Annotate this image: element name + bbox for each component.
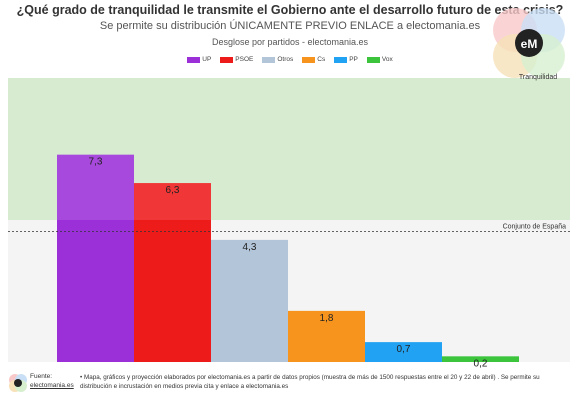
legend-item-cs: Cs xyxy=(302,56,325,63)
reference-label: Conjunto de España xyxy=(503,223,567,230)
legend-swatch xyxy=(262,56,276,63)
electomania-footer-icon xyxy=(9,374,27,392)
legend-swatch xyxy=(187,56,201,63)
logo-badge xyxy=(515,29,543,57)
legend-label: Cs xyxy=(317,56,326,63)
logo-label: Tranquilidad xyxy=(518,74,558,81)
legend-swatch xyxy=(366,56,380,63)
legend-label: PSOE xyxy=(235,56,254,63)
data-label-cs: 1,8 xyxy=(320,313,334,324)
legend-swatch xyxy=(220,56,234,63)
bar-cs xyxy=(288,310,365,362)
chart-legend: UP PSOE Otros Cs PP Vox xyxy=(0,56,580,63)
bar-psoe xyxy=(134,183,211,362)
data-label-vox: 0,2 xyxy=(474,358,488,369)
legend-swatch xyxy=(302,56,316,63)
electomania-logo: eM xyxy=(493,8,565,78)
legend-item-vox: Vox xyxy=(366,56,393,63)
data-label-pp: 0,7 xyxy=(397,344,411,355)
breakdown-caption: Desglose por partidos - electomania.es xyxy=(211,37,369,47)
footnote: • Mapa, gráficos y proyección elaborados… xyxy=(80,374,540,390)
chart-title: ¿Qué grado de tranquilidad le transmite … xyxy=(16,3,564,17)
legend-swatch xyxy=(334,56,348,63)
data-label-otros: 4,3 xyxy=(243,242,257,253)
bar-band-overlay xyxy=(57,154,134,220)
chart-subtitle: Se permite su distribución ÚNICAMENTE PR… xyxy=(99,20,481,32)
legend-item-psoe: PSOE xyxy=(220,56,253,63)
source-link[interactable]: electomania.es xyxy=(30,382,74,389)
legend-label: UP xyxy=(202,56,212,63)
legend-item-up: UP xyxy=(187,56,211,63)
logo-text: eM xyxy=(521,37,538,51)
legend-item-pp: PP xyxy=(334,56,358,63)
legend-label: Vox xyxy=(381,56,393,63)
source-label: Fuente: xyxy=(30,373,53,380)
bar-pp xyxy=(365,342,442,362)
legend-item-otros: Otros xyxy=(262,56,293,63)
legend-label: PP xyxy=(349,56,358,63)
bar-up xyxy=(57,154,134,362)
bar-otros xyxy=(211,239,288,362)
data-label-psoe: 6,3 xyxy=(166,185,180,196)
legend-label: Otros xyxy=(277,56,294,63)
data-label-up: 7,3 xyxy=(89,157,103,168)
bar-vox xyxy=(442,356,519,362)
bar-band-overlay xyxy=(134,183,211,220)
